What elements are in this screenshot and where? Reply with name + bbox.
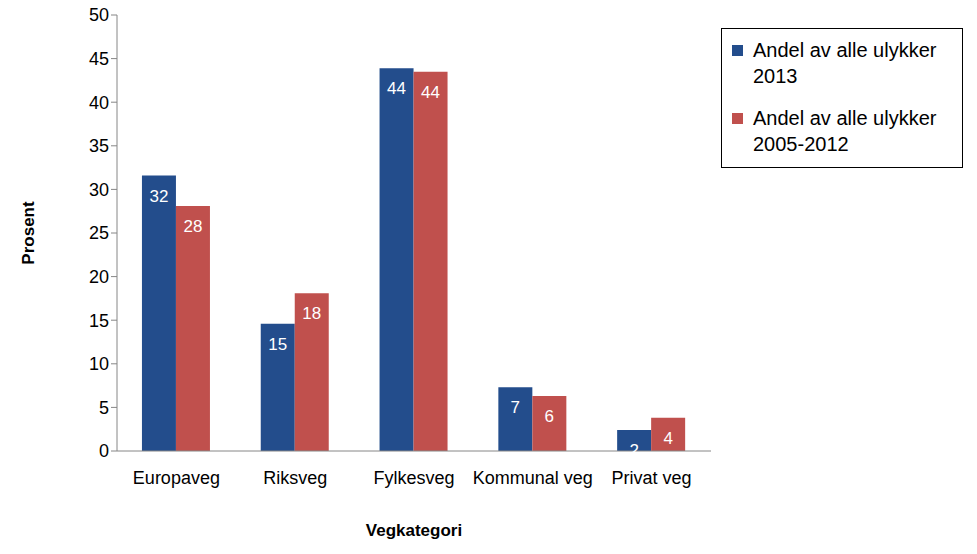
svg-text:28: 28	[183, 217, 202, 236]
svg-text:32: 32	[149, 187, 168, 206]
svg-text:Fylkesveg: Fylkesveg	[373, 468, 454, 488]
svg-text:15: 15	[268, 335, 287, 354]
svg-text:50: 50	[89, 5, 109, 25]
svg-text:45: 45	[89, 49, 109, 69]
svg-text:20: 20	[89, 267, 109, 287]
svg-text:5: 5	[99, 398, 109, 418]
svg-text:4: 4	[663, 429, 672, 448]
html-text:Andel av alle ulykker 2013: Andel av alle ulykker 2013	[753, 39, 937, 87]
svg-text:Vegkategori: Vegkategori	[366, 521, 462, 540]
svg-text:10: 10	[89, 354, 109, 374]
svg-text:Kommunal veg: Kommunal veg	[473, 468, 593, 488]
svg-text:44: 44	[387, 79, 406, 98]
svg-text:35: 35	[89, 136, 109, 156]
svg-text:25: 25	[89, 223, 109, 243]
svg-text:30: 30	[89, 180, 109, 200]
html-text:Andel av alle ulykker 2005-201: Andel av alle ulykker 2005-2012	[753, 107, 937, 155]
svg-text:15: 15	[89, 311, 109, 331]
svg-text:0: 0	[99, 441, 109, 461]
svg-text:Riksveg: Riksveg	[263, 468, 327, 488]
svg-text:40: 40	[89, 93, 109, 113]
svg-text:44: 44	[421, 83, 440, 102]
svg-text:18: 18	[302, 304, 321, 323]
svg-text:Prosent: Prosent	[19, 201, 38, 265]
svg-text:2: 2	[629, 441, 638, 460]
svg-text:6: 6	[545, 407, 554, 426]
svg-text:7: 7	[511, 398, 520, 417]
svg-text:Privat veg: Privat veg	[612, 468, 692, 488]
svg-text:Europaveg: Europaveg	[133, 468, 220, 488]
